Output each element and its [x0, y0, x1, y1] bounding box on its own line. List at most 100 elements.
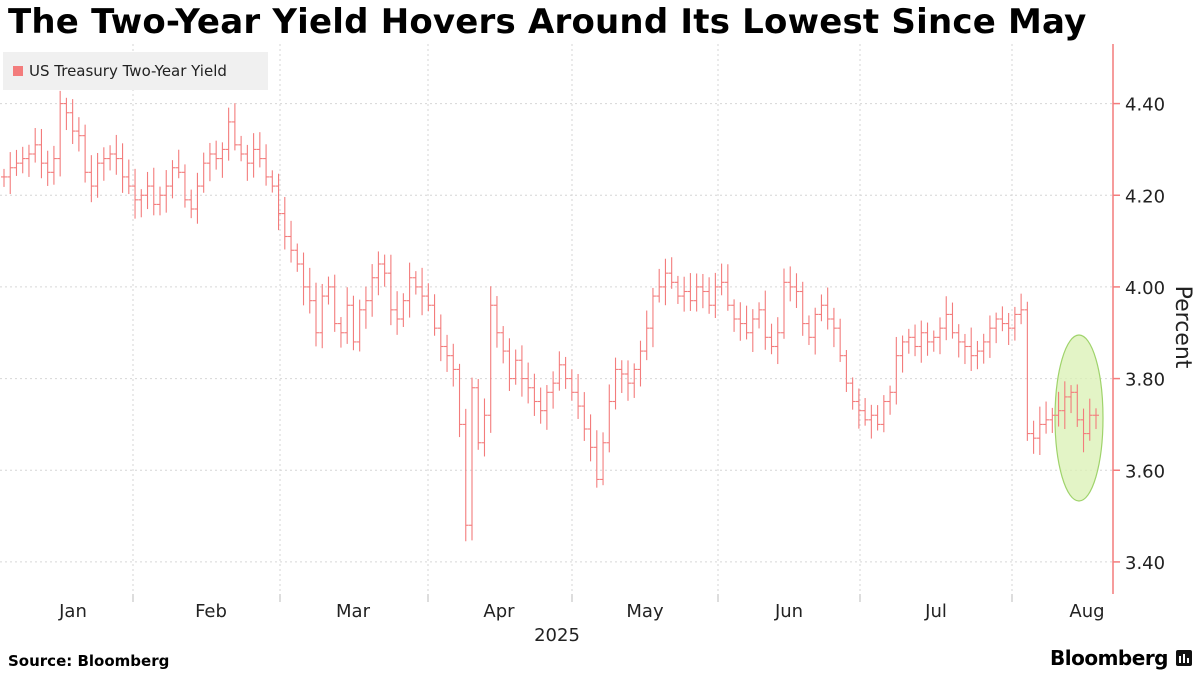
price-bar — [213, 140, 220, 170]
price-bar — [362, 286, 369, 329]
legend-swatch — [13, 66, 23, 76]
price-bar — [456, 363, 463, 438]
price-bar — [69, 99, 76, 144]
price-bar — [225, 107, 232, 161]
price-bar — [94, 152, 101, 198]
price-bar — [543, 385, 550, 430]
price-bar — [175, 149, 182, 179]
price-bar — [107, 145, 114, 171]
price-bar — [550, 371, 557, 409]
price-bar — [618, 360, 625, 394]
y-tick-label: 3.40 — [1125, 553, 1165, 574]
price-bar — [1068, 385, 1075, 414]
price-bar — [163, 170, 170, 213]
price-bar — [412, 271, 419, 295]
price-bar — [244, 144, 251, 181]
highlight-ellipse — [1054, 334, 1104, 502]
price-bar — [1074, 384, 1081, 427]
price-bar — [19, 146, 26, 174]
x-month-label: Feb — [195, 601, 227, 622]
price-bar — [75, 117, 82, 152]
y-tick-label: 4.20 — [1125, 186, 1165, 207]
price-bar — [862, 398, 869, 426]
price-bar — [656, 268, 663, 303]
price-bar — [394, 291, 401, 335]
price-bar — [269, 170, 276, 193]
price-bar — [731, 299, 738, 332]
price-bar — [943, 296, 950, 341]
price-bar — [1080, 408, 1087, 453]
x-month-label: Apr — [483, 601, 515, 622]
price-bar — [699, 273, 706, 309]
price-bar — [905, 328, 912, 354]
price-bar — [849, 377, 856, 410]
price-bar — [855, 388, 862, 429]
price-bar — [406, 262, 413, 318]
brand-wordmark: Bloomberg — [1050, 646, 1168, 670]
price-bar — [450, 343, 457, 387]
price-bar — [13, 149, 20, 176]
brand-logo: Bloomberg — [1050, 646, 1192, 670]
highlight-layer — [1054, 334, 1104, 502]
price-bar — [319, 283, 326, 349]
price-bar — [44, 150, 51, 186]
price-bar — [1093, 408, 1099, 430]
price-bar — [912, 324, 919, 357]
price-bar — [400, 293, 407, 327]
price-bar — [812, 307, 819, 355]
price-bar — [706, 277, 713, 314]
price-bar — [600, 432, 607, 486]
price-bar — [32, 128, 39, 163]
price-bar — [918, 320, 925, 363]
x-month-label: Jun — [774, 601, 803, 622]
price-bar — [974, 340, 981, 370]
price-bar — [132, 168, 139, 219]
price-bar — [125, 159, 132, 195]
price-bar — [781, 268, 787, 339]
price-bar — [63, 97, 70, 131]
x-month-label: May — [626, 601, 664, 622]
price-bar — [687, 273, 694, 311]
price-bar — [774, 317, 781, 365]
price-bar — [487, 286, 494, 433]
price-bar — [157, 186, 163, 216]
price-bar — [868, 404, 875, 439]
price-bar — [756, 302, 763, 329]
price-bar — [937, 317, 943, 355]
x-month-label: Jan — [58, 601, 87, 622]
price-bar — [805, 315, 812, 346]
price-bar — [238, 135, 245, 162]
price-bar — [1055, 391, 1062, 427]
price-bar — [531, 373, 538, 416]
price-bar — [631, 363, 638, 398]
x-month-label: Jul — [924, 601, 947, 622]
price-bar — [325, 276, 332, 305]
price-bar — [219, 142, 226, 178]
chart-title: The Two-Year Yield Hovers Around Its Low… — [8, 2, 1087, 42]
price-bar — [493, 296, 500, 348]
price-bar — [1036, 406, 1043, 455]
y-tick-label: 4.40 — [1125, 95, 1165, 116]
price-bar — [649, 287, 656, 348]
price-bar — [612, 357, 619, 410]
price-bar — [425, 283, 432, 312]
price-bar — [512, 349, 519, 385]
price-bar — [993, 312, 1000, 344]
price-bar — [830, 307, 837, 348]
price-bar — [294, 243, 301, 272]
price-bar — [462, 408, 469, 542]
price-bar — [693, 273, 700, 312]
price-bar — [138, 189, 145, 218]
y-axis-title: Percent — [1170, 286, 1195, 369]
price-bar — [668, 257, 675, 289]
price-bar — [924, 322, 931, 356]
price-bar — [313, 282, 319, 347]
price-bar — [350, 295, 357, 351]
price-bar — [986, 315, 993, 358]
price-bar — [749, 309, 756, 352]
price-bar — [475, 379, 482, 450]
price-bar — [1024, 301, 1031, 441]
price-bar — [643, 310, 650, 361]
price-bar — [263, 144, 270, 186]
